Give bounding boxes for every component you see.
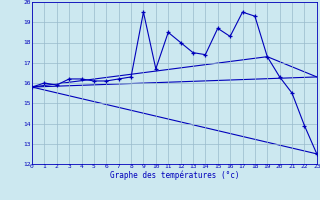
X-axis label: Graphe des températures (°c): Graphe des températures (°c) — [110, 170, 239, 180]
